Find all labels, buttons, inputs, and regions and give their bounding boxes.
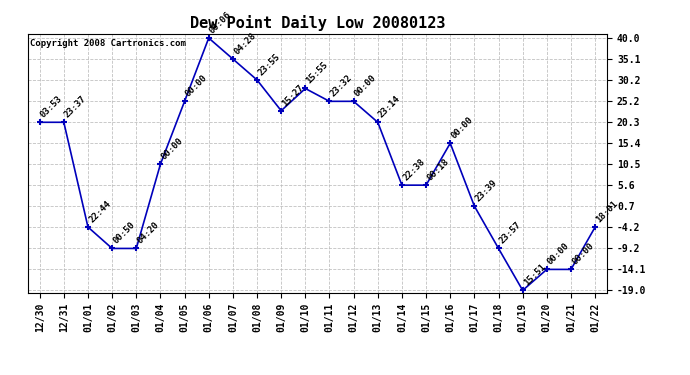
Text: 22:38: 22:38 bbox=[401, 157, 426, 182]
Title: Dew Point Daily Low 20080123: Dew Point Daily Low 20080123 bbox=[190, 15, 445, 31]
Text: 23:57: 23:57 bbox=[497, 220, 523, 246]
Text: 22:44: 22:44 bbox=[87, 199, 112, 224]
Text: 23:39: 23:39 bbox=[473, 178, 499, 203]
Text: 00:50: 00:50 bbox=[111, 220, 137, 246]
Text: 23:37: 23:37 bbox=[63, 94, 88, 120]
Text: 00:00: 00:00 bbox=[184, 73, 209, 99]
Text: 15:55: 15:55 bbox=[304, 60, 330, 86]
Text: 15:51: 15:51 bbox=[522, 262, 547, 288]
Text: 00:00: 00:00 bbox=[159, 136, 185, 161]
Text: 23:14: 23:14 bbox=[377, 94, 402, 120]
Text: 00:00: 00:00 bbox=[546, 241, 571, 267]
Text: 00:18: 00:18 bbox=[425, 157, 451, 182]
Text: 00:06: 00:06 bbox=[208, 10, 233, 35]
Text: 18:01: 18:01 bbox=[594, 199, 620, 224]
Text: 04:28: 04:28 bbox=[232, 31, 257, 56]
Text: 03:53: 03:53 bbox=[39, 94, 64, 120]
Text: 04:20: 04:20 bbox=[135, 220, 161, 246]
Text: Copyright 2008 Cartronics.com: Copyright 2008 Cartronics.com bbox=[30, 39, 186, 48]
Text: 23:32: 23:32 bbox=[328, 73, 354, 99]
Text: 00:00: 00:00 bbox=[353, 73, 378, 99]
Text: 15:27: 15:27 bbox=[280, 82, 306, 108]
Text: 23:55: 23:55 bbox=[256, 52, 282, 77]
Text: 00:00: 00:00 bbox=[570, 241, 595, 267]
Text: 00:00: 00:00 bbox=[449, 115, 475, 141]
